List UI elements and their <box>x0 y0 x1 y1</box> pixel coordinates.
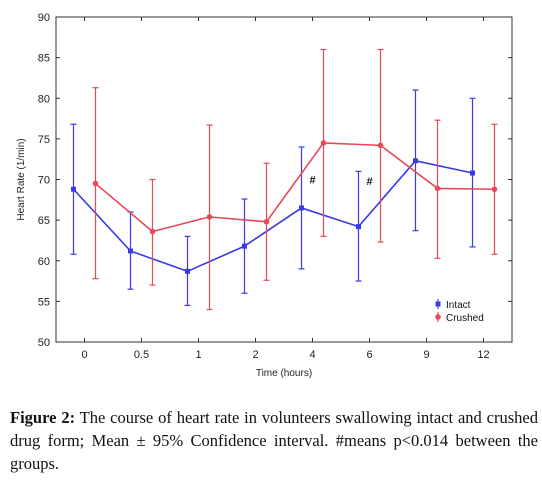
legend-swatch-marker <box>435 314 441 320</box>
data-point <box>356 224 361 230</box>
data-point <box>413 158 418 164</box>
y-axis-label: Heart Rate (1/min) <box>16 138 27 220</box>
legend-label: Crushed <box>446 313 484 324</box>
legend-box <box>432 296 506 326</box>
data-point <box>185 268 190 274</box>
data-point <box>92 180 99 187</box>
series-intact <box>70 89 476 307</box>
x-tick-label: 0.5 <box>134 349 149 361</box>
x-tick-label: 0 <box>81 349 87 361</box>
x-tick-label: 1 <box>195 349 201 361</box>
significance-marker: # <box>309 175 315 187</box>
chart-container: 50 55 60 65 70 75 80 85 90 0 0.5 1 2 4 6 9 12 Time (hours… <box>4 2 538 388</box>
y-tick-label: 85 <box>38 53 50 65</box>
series-line <box>72 159 473 273</box>
y-tick-label: 70 <box>38 175 50 187</box>
data-point <box>377 142 384 149</box>
legend-swatch-marker <box>435 301 441 307</box>
y-tick-label: 90 <box>38 12 50 24</box>
data-point <box>491 186 498 193</box>
data-point <box>434 185 441 192</box>
data-point <box>71 186 76 192</box>
data-point <box>470 170 475 176</box>
significance-marker: # <box>366 176 372 188</box>
plot-frame <box>55 16 513 343</box>
data-point <box>242 243 247 249</box>
figure-caption: Figure 2: The course of heart rate in vo… <box>10 406 538 475</box>
caption-text: The course of heart rate in volunteers s… <box>10 408 538 473</box>
y-tick-label: 65 <box>38 215 50 227</box>
series-crushed <box>92 48 498 311</box>
legend-label: Intact <box>446 300 471 311</box>
x-tick-label: 4 <box>309 349 315 361</box>
data-point <box>149 228 156 235</box>
y-tick-label: 80 <box>38 93 50 105</box>
x-axis-label: Time (hours) <box>256 368 312 379</box>
data-point <box>299 205 304 211</box>
y-tick-label: 55 <box>38 296 50 308</box>
data-point <box>263 218 270 225</box>
legend: Intact Crushed <box>432 296 506 326</box>
x-tick-label: 6 <box>366 349 372 361</box>
data-point <box>206 214 213 220</box>
x-tick-label: 9 <box>423 349 429 361</box>
y-tick-label: 50 <box>38 337 50 349</box>
caption-label: Figure 2: <box>10 408 76 427</box>
series-line <box>94 142 495 233</box>
data-point <box>128 248 133 254</box>
data-point <box>320 140 327 146</box>
x-tick-label: 2 <box>252 349 258 361</box>
y-tick-label: 75 <box>38 134 50 146</box>
x-tick-label: 12 <box>477 349 489 361</box>
y-tick-label: 60 <box>38 256 50 268</box>
